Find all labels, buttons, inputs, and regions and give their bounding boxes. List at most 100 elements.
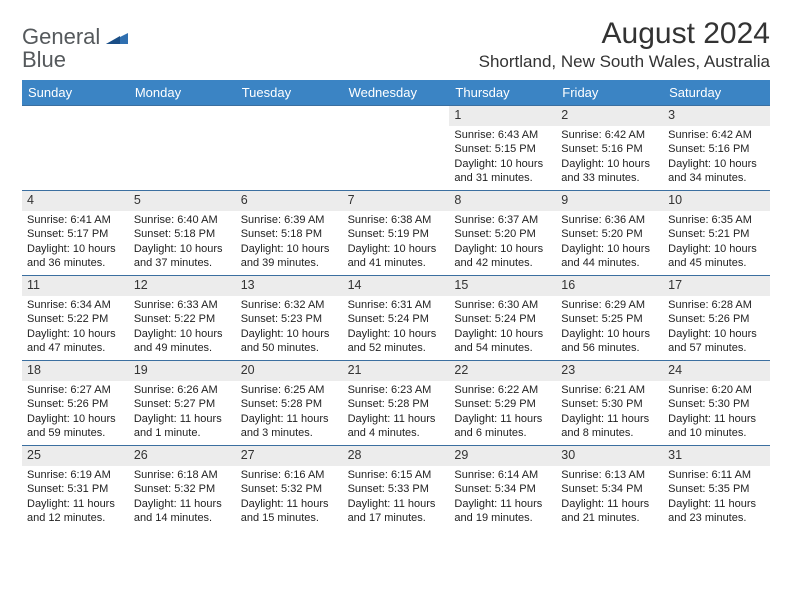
brand-logo: General Blue [22, 22, 128, 72]
weekday-header-row: SundayMondayTuesdayWednesdayThursdayFrid… [22, 80, 770, 105]
daylight-line-1: Daylight: 10 hours [668, 157, 765, 172]
calendar-cell: 6Sunrise: 6:39 AMSunset: 5:18 PMDaylight… [236, 190, 343, 275]
sunset-line: Sunset: 5:33 PM [348, 482, 445, 497]
day-body: Sunrise: 6:32 AMSunset: 5:23 PMDaylight:… [236, 296, 343, 360]
daylight-line-2: and 37 minutes. [134, 256, 231, 271]
daylight-line-1: Daylight: 10 hours [454, 157, 551, 172]
day-body: Sunrise: 6:21 AMSunset: 5:30 PMDaylight:… [556, 381, 663, 445]
daylight-line-2: and 41 minutes. [348, 256, 445, 271]
title-block: August 2024 Shortland, New South Wales, … [479, 18, 770, 72]
calendar-cell: 8Sunrise: 6:37 AMSunset: 5:20 PMDaylight… [449, 190, 556, 275]
daylight-line-2: and 47 minutes. [27, 341, 124, 356]
calendar-cell: 7Sunrise: 6:38 AMSunset: 5:19 PMDaylight… [343, 190, 450, 275]
day-number: 12 [129, 276, 236, 296]
calendar-cell: 10Sunrise: 6:35 AMSunset: 5:21 PMDayligh… [663, 190, 770, 275]
daylight-line-1: Daylight: 11 hours [668, 412, 765, 427]
logo-word-1: General [22, 24, 100, 49]
calendar-cell: 31Sunrise: 6:11 AMSunset: 5:35 PMDayligh… [663, 445, 770, 530]
daylight-line-2: and 33 minutes. [561, 171, 658, 186]
sunrise-line: Sunrise: 6:16 AM [241, 468, 338, 483]
sunrise-line: Sunrise: 6:43 AM [454, 128, 551, 143]
day-body: Sunrise: 6:34 AMSunset: 5:22 PMDaylight:… [22, 296, 129, 360]
day-number: 7 [343, 191, 450, 211]
page-header: General Blue August 2024 Shortland, New … [22, 18, 770, 72]
daylight-line-2: and 49 minutes. [134, 341, 231, 356]
sunrise-line: Sunrise: 6:32 AM [241, 298, 338, 313]
day-body: Sunrise: 6:41 AMSunset: 5:17 PMDaylight:… [22, 211, 129, 275]
calendar-cell: 12Sunrise: 6:33 AMSunset: 5:22 PMDayligh… [129, 275, 236, 360]
sunset-line: Sunset: 5:32 PM [241, 482, 338, 497]
sunset-line: Sunset: 5:31 PM [27, 482, 124, 497]
calendar-cell: 3Sunrise: 6:42 AMSunset: 5:16 PMDaylight… [663, 105, 770, 190]
daylight-line-1: Daylight: 10 hours [27, 412, 124, 427]
day-body: Sunrise: 6:37 AMSunset: 5:20 PMDaylight:… [449, 211, 556, 275]
weekday-header: Wednesday [343, 81, 450, 104]
sunset-line: Sunset: 5:15 PM [454, 142, 551, 157]
sunset-line: Sunset: 5:22 PM [134, 312, 231, 327]
sunrise-line: Sunrise: 6:42 AM [561, 128, 658, 143]
daylight-line-1: Daylight: 10 hours [561, 242, 658, 257]
daylight-line-2: and 52 minutes. [348, 341, 445, 356]
day-body: Sunrise: 6:29 AMSunset: 5:25 PMDaylight:… [556, 296, 663, 360]
sunset-line: Sunset: 5:32 PM [134, 482, 231, 497]
daylight-line-1: Daylight: 11 hours [561, 412, 658, 427]
calendar-cell-empty [129, 105, 236, 190]
daylight-line-2: and 14 minutes. [134, 511, 231, 526]
daylight-line-1: Daylight: 11 hours [241, 412, 338, 427]
daylight-line-1: Daylight: 10 hours [348, 327, 445, 342]
sunset-line: Sunset: 5:34 PM [561, 482, 658, 497]
day-number: 27 [236, 446, 343, 466]
calendar-cell-empty [236, 105, 343, 190]
sunrise-line: Sunrise: 6:34 AM [27, 298, 124, 313]
calendar-cell: 19Sunrise: 6:26 AMSunset: 5:27 PMDayligh… [129, 360, 236, 445]
sunrise-line: Sunrise: 6:22 AM [454, 383, 551, 398]
daylight-line-2: and 6 minutes. [454, 426, 551, 441]
day-body: Sunrise: 6:20 AMSunset: 5:30 PMDaylight:… [663, 381, 770, 445]
calendar-cell: 26Sunrise: 6:18 AMSunset: 5:32 PMDayligh… [129, 445, 236, 530]
day-number: 10 [663, 191, 770, 211]
day-number: 8 [449, 191, 556, 211]
sunrise-line: Sunrise: 6:26 AM [134, 383, 231, 398]
sunset-line: Sunset: 5:27 PM [134, 397, 231, 412]
calendar-page: General Blue August 2024 Shortland, New … [0, 0, 792, 530]
daylight-line-1: Daylight: 10 hours [241, 242, 338, 257]
daylight-line-1: Daylight: 10 hours [134, 242, 231, 257]
day-number: 29 [449, 446, 556, 466]
day-number: 28 [343, 446, 450, 466]
daylight-line-1: Daylight: 10 hours [668, 327, 765, 342]
sunrise-line: Sunrise: 6:35 AM [668, 213, 765, 228]
day-number: 19 [129, 361, 236, 381]
sunset-line: Sunset: 5:26 PM [668, 312, 765, 327]
calendar-cell: 15Sunrise: 6:30 AMSunset: 5:24 PMDayligh… [449, 275, 556, 360]
day-number: 21 [343, 361, 450, 381]
calendar-cell: 14Sunrise: 6:31 AMSunset: 5:24 PMDayligh… [343, 275, 450, 360]
sunset-line: Sunset: 5:28 PM [241, 397, 338, 412]
daylight-line-2: and 42 minutes. [454, 256, 551, 271]
weekday-header: Monday [129, 81, 236, 104]
day-body: Sunrise: 6:14 AMSunset: 5:34 PMDaylight:… [449, 466, 556, 530]
sunset-line: Sunset: 5:21 PM [668, 227, 765, 242]
weekday-header: Thursday [449, 81, 556, 104]
day-body: Sunrise: 6:15 AMSunset: 5:33 PMDaylight:… [343, 466, 450, 530]
daylight-line-2: and 31 minutes. [454, 171, 551, 186]
sunrise-line: Sunrise: 6:40 AM [134, 213, 231, 228]
calendar-cell: 23Sunrise: 6:21 AMSunset: 5:30 PMDayligh… [556, 360, 663, 445]
day-body: Sunrise: 6:42 AMSunset: 5:16 PMDaylight:… [663, 126, 770, 190]
daylight-line-1: Daylight: 10 hours [134, 327, 231, 342]
daylight-line-1: Daylight: 10 hours [241, 327, 338, 342]
day-body: Sunrise: 6:19 AMSunset: 5:31 PMDaylight:… [22, 466, 129, 530]
day-number: 24 [663, 361, 770, 381]
daylight-line-1: Daylight: 10 hours [27, 242, 124, 257]
calendar-cell: 25Sunrise: 6:19 AMSunset: 5:31 PMDayligh… [22, 445, 129, 530]
calendar-cell: 20Sunrise: 6:25 AMSunset: 5:28 PMDayligh… [236, 360, 343, 445]
sunrise-line: Sunrise: 6:29 AM [561, 298, 658, 313]
sunset-line: Sunset: 5:34 PM [454, 482, 551, 497]
daylight-line-1: Daylight: 10 hours [561, 157, 658, 172]
sunrise-line: Sunrise: 6:39 AM [241, 213, 338, 228]
daylight-line-2: and 44 minutes. [561, 256, 658, 271]
sunset-line: Sunset: 5:25 PM [561, 312, 658, 327]
weekday-header: Tuesday [236, 81, 343, 104]
weekday-header: Friday [556, 81, 663, 104]
sunset-line: Sunset: 5:16 PM [561, 142, 658, 157]
day-body: Sunrise: 6:26 AMSunset: 5:27 PMDaylight:… [129, 381, 236, 445]
